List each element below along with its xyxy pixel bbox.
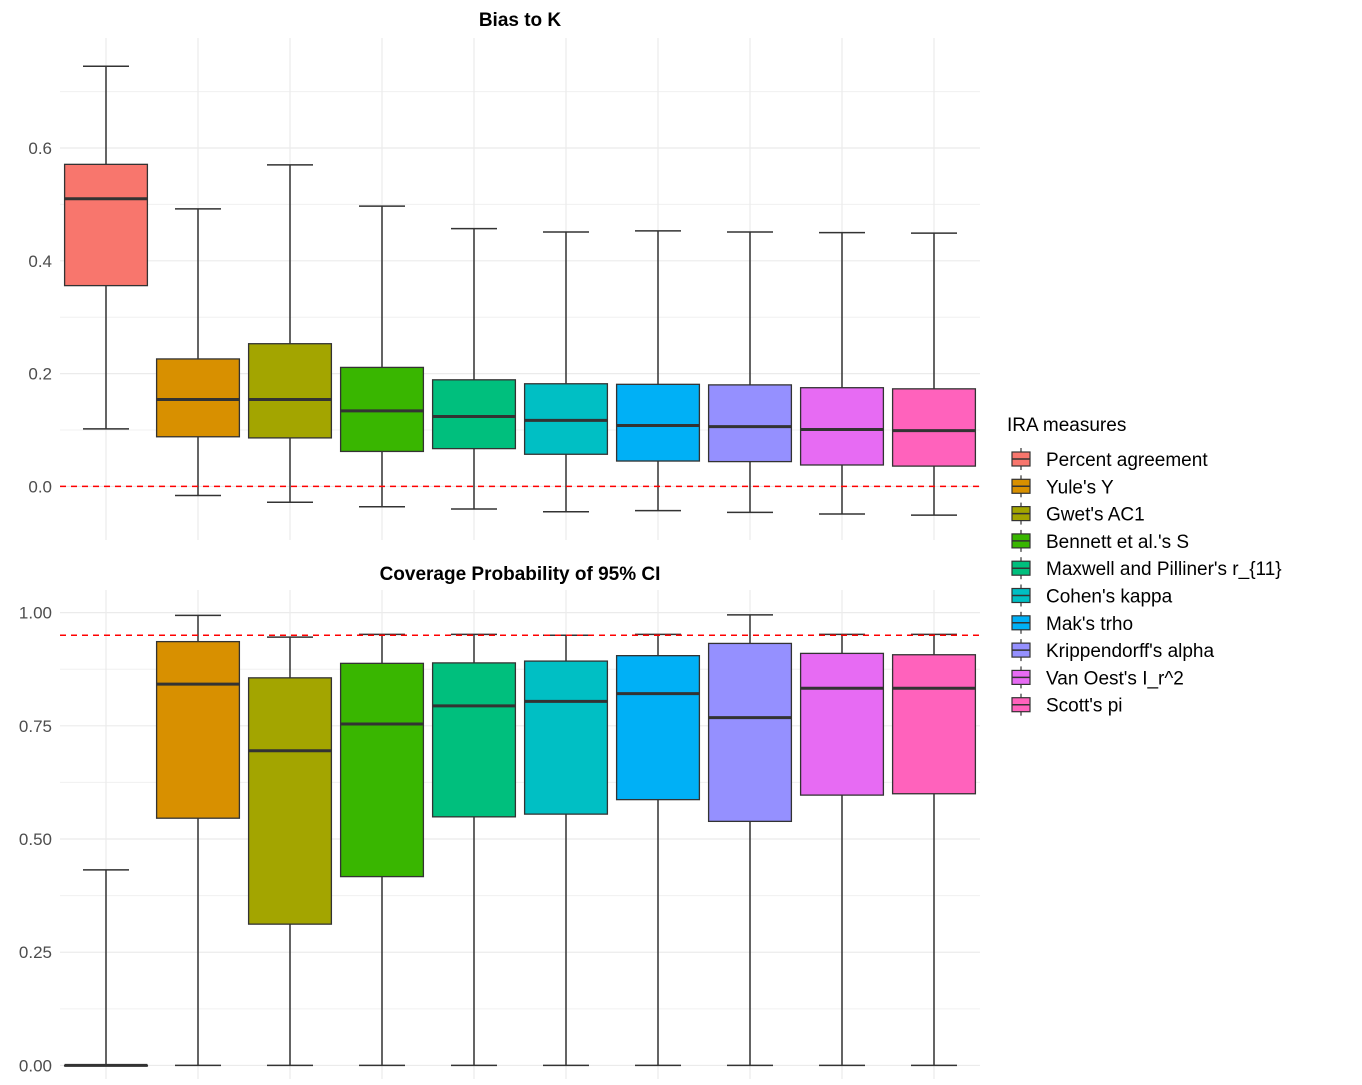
legend-label: Scott's pi <box>1046 696 1123 717</box>
box-2 <box>247 636 333 1067</box>
box-0 <box>63 65 149 430</box>
legend-label: Cohen's kappa <box>1046 587 1173 608</box>
legend-label: Mak's trho <box>1046 614 1133 635</box>
y-tick-label: 0.0 <box>28 477 52 496</box>
box-4 <box>431 227 517 510</box>
box-8 <box>799 633 885 1067</box>
box-body <box>431 379 517 450</box>
y-tick-label: 0.2 <box>28 365 52 384</box>
legend-item: Bennett et al.'s S <box>1011 529 1189 553</box>
legend-item: Krippendorff's alpha <box>1011 639 1214 662</box>
legend-label: Gwet's AC1 <box>1046 505 1145 526</box>
legend-item: Percent agreement <box>1011 448 1208 471</box>
box-3 <box>339 633 425 1067</box>
legend: IRA measures Percent agreement Yule's Y Gw… <box>1007 415 1282 717</box>
legend-label: Maxwell and Pilliner's r_{11} <box>1046 559 1282 580</box>
box-8 <box>799 231 885 515</box>
box-0 <box>63 869 149 1067</box>
legend-item: Gwet's AC1 <box>1011 502 1145 526</box>
box-9 <box>891 633 977 1067</box>
box-body <box>63 163 149 287</box>
legend-title: IRA measures <box>1007 415 1126 436</box>
legend-label: Van Oest's I_r^2 <box>1046 668 1184 689</box>
legend-label: Krippendorff's alpha <box>1046 641 1214 662</box>
y-tick-label: 1.00 <box>19 604 52 623</box>
bias-panel-title: Bias to K <box>479 10 562 31</box>
box-7 <box>707 614 793 1067</box>
box-body <box>339 662 425 878</box>
legend-item: Yule's Y <box>1011 475 1114 498</box>
coverage-panel-title: Coverage Probability of 95% CI <box>380 564 661 585</box>
box-5 <box>523 231 609 513</box>
box-body <box>247 343 333 439</box>
legend-item: Cohen's kappa <box>1011 584 1173 608</box>
y-tick-label: 0.4 <box>28 252 52 271</box>
box-body <box>891 654 977 795</box>
box-4 <box>431 633 517 1067</box>
box-body <box>247 677 333 925</box>
legend-item: Van Oest's I_r^2 <box>1011 666 1184 689</box>
box-body <box>891 388 977 467</box>
legend-label: Percent agreement <box>1046 450 1208 471</box>
box-body <box>799 652 885 796</box>
box-body <box>707 642 793 823</box>
legend-item: Mak's trho <box>1011 611 1133 635</box>
box-body <box>615 655 701 801</box>
legend-item: Maxwell and Pilliner's r_{11} <box>1011 557 1282 580</box>
y-tick-label: 0.25 <box>19 943 52 962</box>
legend-item: Scott's pi <box>1011 693 1123 717</box>
box-1 <box>155 614 241 1067</box>
box-2 <box>247 164 333 503</box>
box-body <box>155 358 241 438</box>
coverage-panel: Coverage Probability of 95% CI 0.00 0.25 0… <box>19 564 980 1079</box>
y-tick-label: 0.75 <box>19 717 52 736</box>
box-body <box>615 383 701 462</box>
box-body <box>707 384 793 463</box>
box-body <box>155 640 241 819</box>
box-1 <box>155 208 241 497</box>
legend-label: Yule's Y <box>1046 477 1114 498</box>
box-9 <box>891 232 977 516</box>
box-body <box>799 387 885 466</box>
box-6 <box>615 633 701 1067</box>
box-7 <box>707 231 793 514</box>
y-tick-label: 0.00 <box>19 1056 52 1075</box>
box-3 <box>339 205 425 508</box>
box-5 <box>523 634 609 1067</box>
legend-label: Bennett et al.'s S <box>1046 532 1189 553</box>
box-body <box>523 660 609 815</box>
bias-panel: Bias to K 0.0 0.2 0.4 0.6 <box>28 10 980 540</box>
y-tick-label: 0.50 <box>19 830 52 849</box>
y-tick-label: 0.6 <box>28 139 52 158</box>
box-6 <box>615 230 701 512</box>
box-body <box>431 662 517 818</box>
